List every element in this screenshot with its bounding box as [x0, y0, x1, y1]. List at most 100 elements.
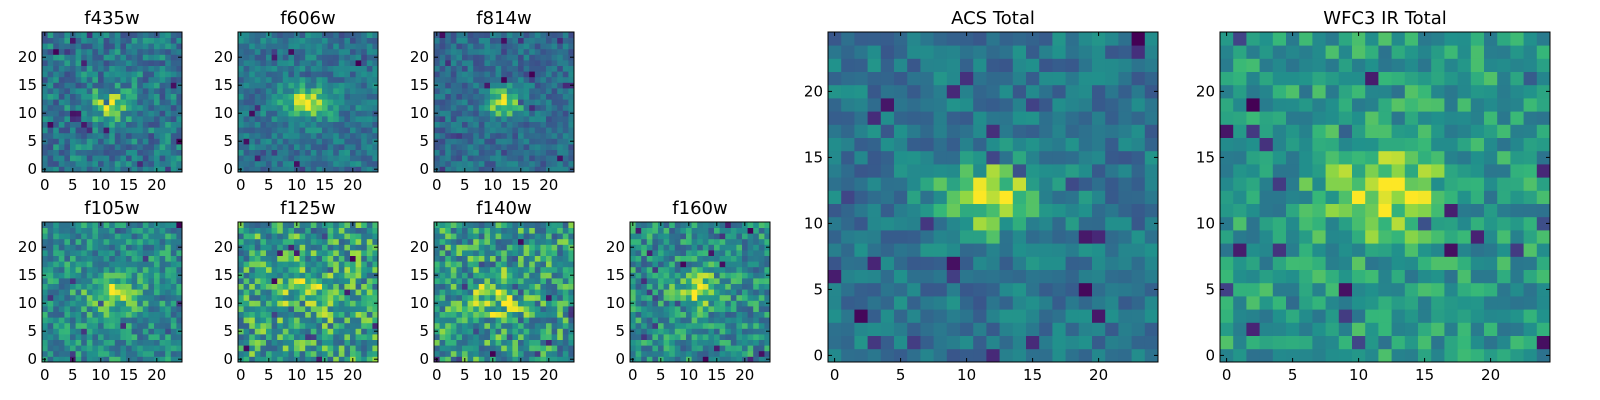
heatmap-cell [165, 227, 172, 234]
heatmap-cell [333, 255, 340, 262]
heatmap-cell [495, 60, 502, 66]
heatmap-cell [176, 261, 183, 268]
heatmap-cell [103, 54, 110, 61]
heatmap-cell [1131, 348, 1146, 363]
heatmap-cell [702, 306, 709, 312]
heatmap-cell [562, 99, 569, 106]
heatmap-cell [691, 328, 698, 335]
heatmap-cell [305, 127, 312, 134]
heatmap-cell [81, 88, 88, 94]
heatmap-cell [1144, 203, 1159, 218]
heatmap-cell [366, 283, 373, 290]
heatmap-cell [462, 48, 468, 55]
heatmap-cell [282, 110, 289, 117]
heatmap-cell [254, 76, 261, 83]
heatmap-cell [462, 317, 468, 324]
heatmap-cell [170, 76, 177, 83]
heatmap-cell [1092, 335, 1106, 350]
heatmap-cell [137, 233, 144, 240]
heatmap-cell [299, 339, 306, 346]
heatmap-cell [249, 272, 256, 279]
heatmap-cell [266, 233, 272, 240]
heatmap-cell [53, 255, 60, 262]
heatmap-cell [142, 306, 149, 312]
heatmap-cell [764, 322, 771, 329]
heatmap-cell [973, 190, 987, 204]
heatmap-cell [344, 104, 351, 111]
x-tick-label: 0 [40, 176, 50, 194]
heatmap-cell [1039, 309, 1053, 323]
heatmap-cell [652, 306, 659, 312]
heatmap-cell [663, 227, 670, 234]
heatmap-cell [568, 88, 575, 94]
heatmap-cell [92, 149, 99, 156]
heatmap-cell [361, 121, 368, 128]
heatmap-cell [355, 306, 362, 312]
heatmap-cell [366, 238, 373, 245]
heatmap-cell [828, 256, 842, 270]
heatmap-cell [126, 261, 132, 268]
heatmap-cell [176, 65, 183, 72]
heatmap-cell [294, 227, 300, 234]
heatmap-cell [764, 283, 771, 290]
heatmap-cell [120, 317, 127, 324]
heatmap-cell [98, 272, 104, 279]
heatmap-cell [322, 339, 328, 346]
heatmap-cell [841, 335, 855, 350]
heatmap-cell [462, 311, 468, 318]
heatmap-cell [764, 238, 771, 245]
heatmap-cell [736, 300, 743, 307]
heatmap-cell [254, 110, 261, 117]
heatmap-cell [305, 250, 312, 256]
heatmap-cell [434, 93, 440, 100]
heatmap-cell [126, 250, 132, 256]
heatmap-cell [316, 250, 323, 256]
heatmap-cell [114, 227, 121, 234]
heatmap-cell [635, 266, 642, 273]
heatmap-cell [338, 272, 345, 279]
heatmap-cell [434, 37, 440, 44]
heatmap-cell [719, 222, 726, 228]
heatmap-cell [490, 132, 496, 139]
heatmap-cell [165, 322, 172, 329]
heatmap-cell [764, 317, 771, 324]
heatmap-cell [81, 54, 88, 61]
heatmap-cell [691, 311, 698, 318]
heatmap-cell [75, 278, 82, 284]
heatmap-cell [366, 244, 373, 251]
heatmap-cell [282, 160, 289, 167]
heatmap-cell [81, 127, 88, 134]
heatmap-cell [327, 238, 334, 245]
heatmap-cell [635, 345, 642, 352]
heatmap-cell [1065, 243, 1080, 257]
heatmap-cell [467, 43, 474, 50]
heatmap-cell [159, 155, 166, 162]
heatmap-cell [501, 266, 508, 273]
heatmap-cell [867, 230, 882, 244]
heatmap-cell [540, 88, 547, 94]
heatmap-cell [456, 155, 463, 162]
heatmap-cell [114, 317, 121, 324]
heatmap-cell [165, 266, 172, 273]
heatmap-cell [697, 244, 704, 251]
heatmap-cell [81, 283, 88, 290]
heatmap-cell [680, 300, 687, 307]
heatmap-cell [282, 244, 289, 251]
heatmap-cell [126, 272, 132, 279]
heatmap-cell [333, 155, 340, 162]
heatmap-cell [294, 132, 300, 139]
heatmap-cell [249, 255, 256, 262]
heatmap-cell [506, 227, 513, 234]
heatmap-cell [462, 65, 468, 72]
heatmap-cell [960, 216, 974, 231]
heatmap-cell [490, 289, 496, 296]
heatmap-cell [867, 269, 882, 284]
heatmap-cell [81, 116, 88, 122]
heatmap-cell [316, 328, 323, 335]
heatmap-cell [338, 132, 345, 139]
heatmap-cell [327, 32, 334, 38]
heatmap-cell [719, 255, 726, 262]
heatmap-cell [47, 155, 54, 162]
heatmap-cell [277, 233, 284, 240]
heatmap-cell [86, 311, 93, 318]
